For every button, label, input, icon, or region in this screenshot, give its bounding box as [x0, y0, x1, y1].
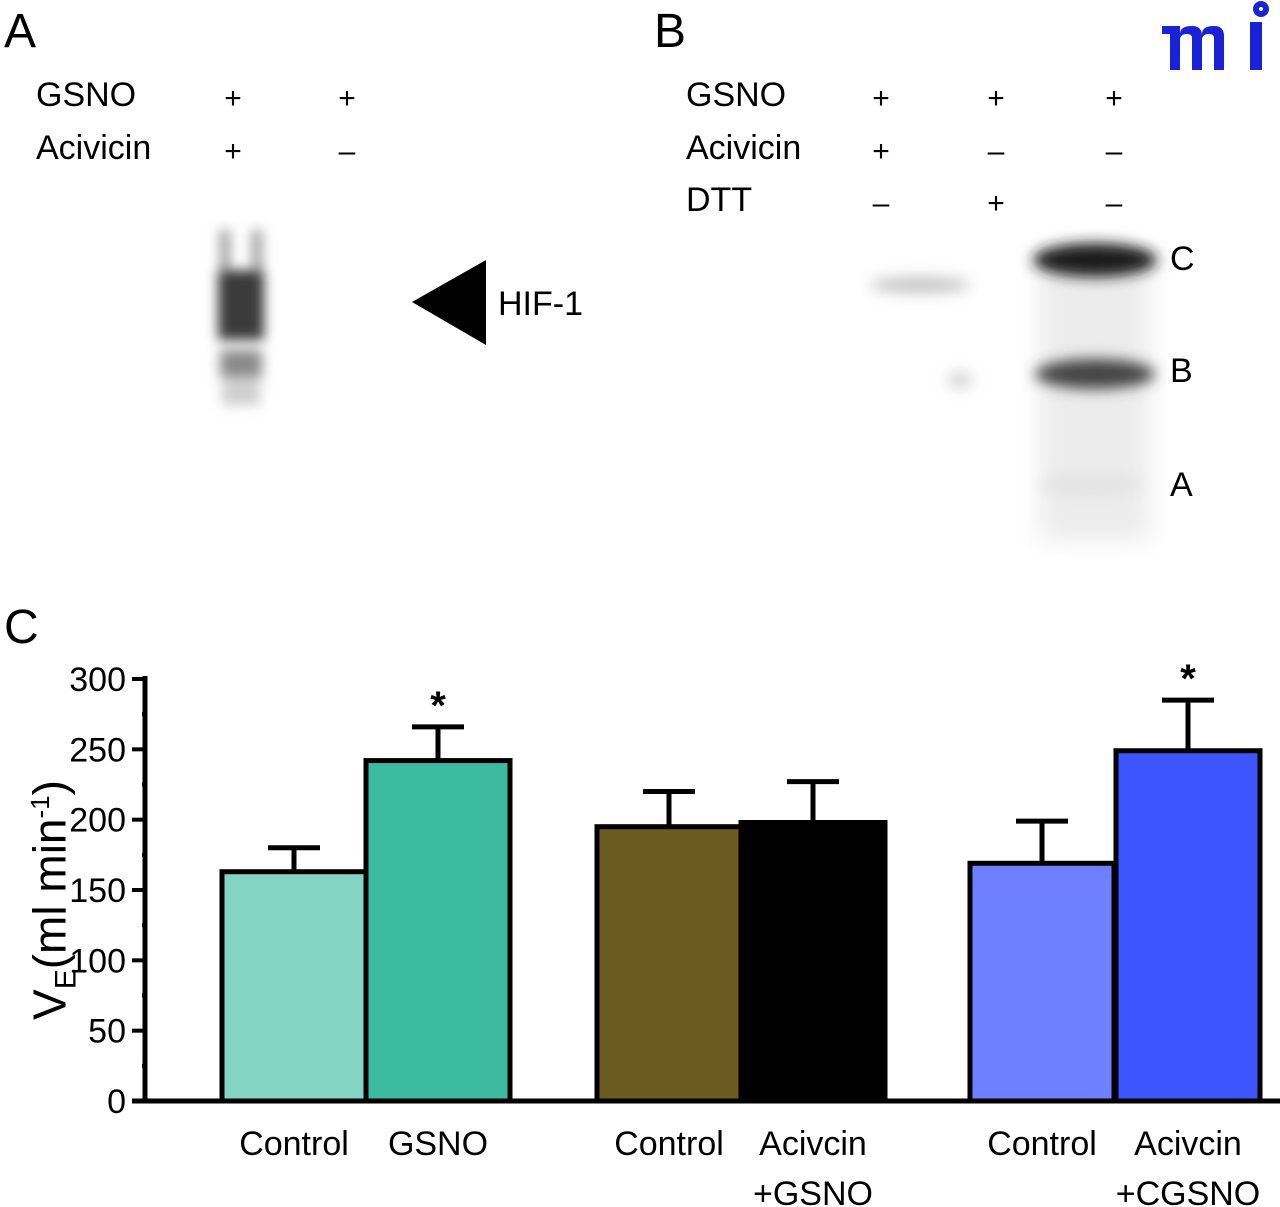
journal-logo-icon [1162, 1, 1269, 70]
panel-b-sign: + [987, 82, 1005, 115]
x-tick-label: Control [614, 1125, 724, 1163]
bar [594, 824, 744, 1104]
panel-b-blot [870, 243, 1157, 540]
y-tick-label: 300 [69, 661, 126, 699]
band-label-a: A [1170, 466, 1193, 504]
blot-band-b [1035, 359, 1155, 389]
blot-band-lower [220, 350, 262, 378]
hif1-arrow-icon [412, 260, 486, 345]
panel-a-sign: + [224, 135, 242, 168]
blot-smear [220, 230, 230, 290]
panel-a-letter: A [4, 5, 37, 58]
panel-b-sign: – [987, 135, 1005, 168]
bar [967, 860, 1117, 1104]
y-tick-label: 200 [69, 802, 126, 840]
x-tick-label: Acivcin [1134, 1125, 1242, 1163]
panel-b-sign: + [872, 135, 890, 168]
panel-c-letter: C [4, 601, 39, 654]
blot-lane-smear [1040, 260, 1150, 540]
panel-b-row-label-acivicin: Acivicin [686, 129, 802, 167]
y-tick-label: 0 [107, 1083, 126, 1121]
panel-a-row-label-acivicin: Acivicin [36, 129, 152, 167]
significance-marker: * [1180, 657, 1196, 701]
bar [738, 819, 888, 1104]
hif1-label: HIF-1 [498, 285, 583, 323]
panel-a-sign: + [338, 82, 356, 115]
x-tick-label: Control [239, 1125, 349, 1163]
bar-chart: 0 50 100 150 200 250 300 Control * GSNO Control Aci… [69, 657, 1280, 1207]
panel-b-sign: – [1105, 187, 1123, 220]
panel-b-sign: + [1105, 82, 1123, 115]
bar [219, 869, 369, 1104]
y-tick-label: 100 [69, 942, 126, 980]
blot-band-hif1 [218, 270, 264, 340]
significance-marker: * [430, 684, 446, 728]
band-label-c: C [1170, 240, 1195, 278]
panel-a-blot [218, 230, 264, 405]
panel-a-row-label-gsno: GSNO [36, 76, 137, 114]
blot-band-b-faint [948, 372, 972, 388]
blot-band-a [1040, 473, 1140, 497]
panel-b-sign: + [872, 82, 890, 115]
panel-b-row-label-dtt: DTT [686, 181, 753, 219]
bar [1113, 748, 1263, 1104]
panel-a-sign: – [338, 135, 356, 168]
panel-b-sign: – [1105, 135, 1123, 168]
x-tick-label: GSNO [388, 1125, 488, 1163]
panel-a-sign: + [224, 82, 242, 115]
panel-b-sign: – [872, 187, 890, 220]
bar [363, 758, 513, 1104]
panel-b-letter: B [654, 5, 687, 58]
x-tick-label: +GSNO [753, 1175, 873, 1207]
x-tick-label: +CGSNO [1116, 1175, 1261, 1207]
blot-smear [252, 230, 262, 290]
y-tick-label: 150 [69, 872, 126, 910]
y-tick-label: 250 [69, 731, 126, 769]
y-tick-label: 50 [88, 1013, 126, 1051]
blot-smear [222, 380, 260, 405]
x-tick-label: Control [987, 1125, 1097, 1163]
panel-b-row-label-gsno: GSNO [686, 76, 787, 114]
blot-band-c [1033, 243, 1157, 277]
blot-band-c-faint [870, 277, 970, 293]
x-tick-label: Acivcin [759, 1125, 867, 1163]
band-label-b: B [1170, 352, 1193, 390]
panel-b-sign: + [987, 187, 1005, 220]
